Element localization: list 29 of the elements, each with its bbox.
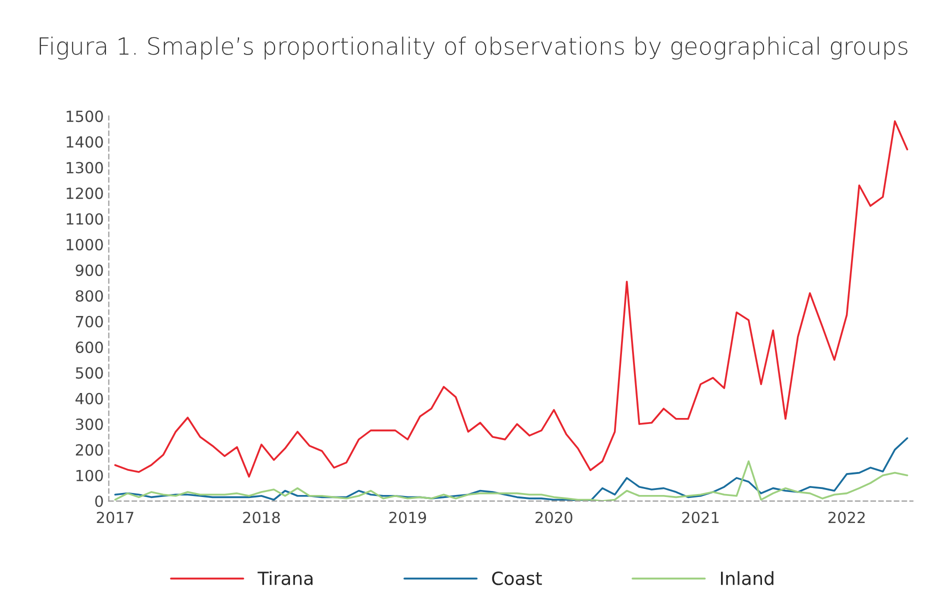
y-tick-label: 800 bbox=[76, 290, 103, 302]
legend-label: Coast bbox=[492, 571, 542, 586]
y-tick-label: 100 bbox=[76, 470, 103, 482]
x-tick-label: 2017 bbox=[96, 512, 134, 524]
y-tick-label: 300 bbox=[76, 418, 103, 430]
y-tick-label: 400 bbox=[76, 392, 103, 404]
y-tick-label: 1500 bbox=[66, 110, 103, 122]
line-series bbox=[114, 437, 908, 502]
y-tick-label: 1200 bbox=[66, 188, 103, 200]
x-tick-label: 2021 bbox=[682, 512, 719, 524]
y-tick-label: 1300 bbox=[66, 162, 103, 174]
y-tick-label: 0 bbox=[95, 495, 103, 508]
y-tick-label: 200 bbox=[76, 444, 103, 456]
y-tick-label: 1400 bbox=[66, 136, 103, 148]
y-tick-label: 500 bbox=[76, 367, 103, 379]
y-tick-label: 600 bbox=[76, 342, 103, 354]
chart-title: Figura 1. Smaple’s proportionality of observations by geographical groups bbox=[40, 36, 908, 60]
legend-label: Inland bbox=[721, 571, 774, 586]
y-tick-label: 1100 bbox=[66, 213, 103, 225]
x-tick-label: 2019 bbox=[389, 512, 426, 524]
x-tick-label: 2018 bbox=[243, 512, 280, 524]
x-tick-label: 2020 bbox=[536, 512, 572, 524]
y-tick-label: 700 bbox=[76, 316, 103, 328]
line-series bbox=[114, 120, 908, 478]
y-tick-label: 900 bbox=[76, 264, 103, 276]
legend-label: Tirana bbox=[258, 571, 313, 586]
x-tick-label: 2022 bbox=[828, 512, 865, 524]
y-tick-label: 1000 bbox=[66, 238, 103, 250]
line-series bbox=[114, 460, 908, 502]
